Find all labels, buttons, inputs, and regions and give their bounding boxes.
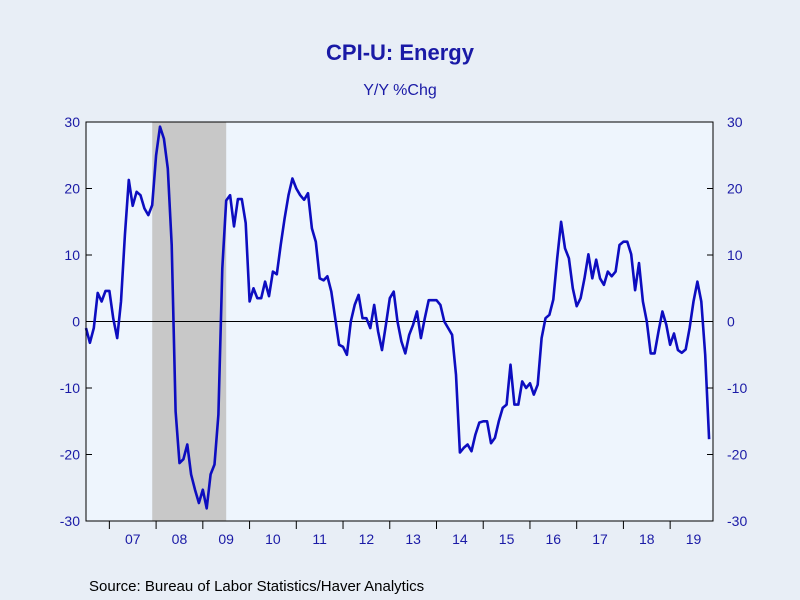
x-tick-label: 07 xyxy=(125,531,141,547)
x-tick-label: 15 xyxy=(499,531,515,547)
x-tick-label: 13 xyxy=(405,531,421,547)
x-tick-label: 11 xyxy=(312,531,327,547)
x-tick-label: 17 xyxy=(592,531,608,547)
series-line-cpi-energy xyxy=(84,125,711,510)
y-tick-label-right: -10 xyxy=(727,380,747,396)
y-tick-label-left: 10 xyxy=(64,247,80,263)
chart-title: CPI-U: Energy xyxy=(326,40,475,65)
x-tick-label: 16 xyxy=(546,531,562,547)
x-tick-label: 14 xyxy=(452,531,468,547)
y-tick-label-left: 0 xyxy=(72,314,80,330)
y-tick-label-left: 30 xyxy=(64,114,80,130)
y-tick-label-right: -30 xyxy=(727,513,747,529)
y-tick-label-right: 10 xyxy=(727,247,743,263)
y-tick-label-right: 20 xyxy=(727,181,743,197)
x-axis: 07 08 09 10 11 12 13 14 15 16 17 18 19 xyxy=(108,521,702,547)
x-tick-label: 09 xyxy=(218,531,234,547)
y-tick-label-left: 20 xyxy=(64,181,80,197)
x-tick-label: 08 xyxy=(172,531,188,547)
y-tick-label-right: 0 xyxy=(727,314,735,330)
x-tick-label: 18 xyxy=(639,531,655,547)
y-tick-label-right: 30 xyxy=(727,114,743,130)
y-tick-label-right: -20 xyxy=(727,447,747,463)
x-tick-label: 10 xyxy=(265,531,281,547)
left-axis: -30 -20 -10 0 10 20 30 xyxy=(60,114,92,529)
y-tick-label-left: -30 xyxy=(60,513,80,529)
y-tick-label-left: -20 xyxy=(60,447,80,463)
x-tick-label: 19 xyxy=(686,531,702,547)
x-tick-label: 12 xyxy=(359,531,375,547)
y-tick-label-left: -10 xyxy=(60,380,80,396)
source-note: Source: Bureau of Labor Statistics/Haver… xyxy=(89,578,424,595)
right-axis: -30 -20 -10 0 10 20 30 xyxy=(707,114,747,529)
chart-subtitle: Y/Y %Chg xyxy=(363,82,437,99)
